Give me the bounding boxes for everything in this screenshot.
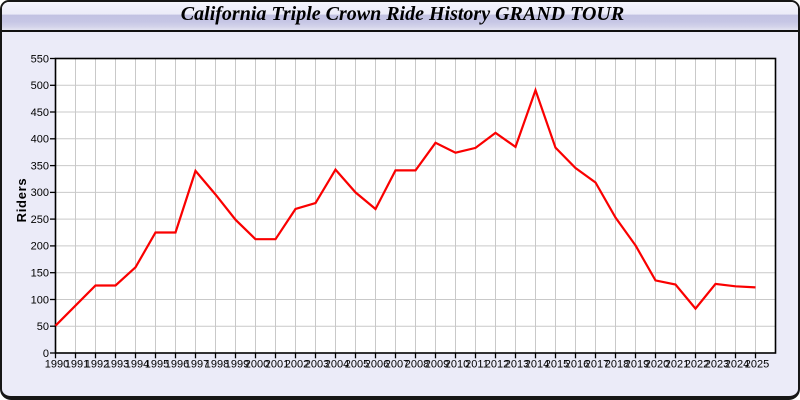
- svg-text:2015: 2015: [545, 359, 569, 371]
- svg-text:2013: 2013: [505, 359, 529, 371]
- svg-text:2002: 2002: [285, 359, 309, 371]
- svg-text:2014: 2014: [525, 359, 549, 371]
- svg-text:2012: 2012: [485, 359, 509, 371]
- svg-text:400: 400: [31, 134, 49, 146]
- svg-text:2023: 2023: [705, 359, 729, 371]
- svg-text:2025: 2025: [745, 359, 769, 371]
- svg-text:2021: 2021: [665, 359, 689, 371]
- svg-text:2010: 2010: [445, 359, 469, 371]
- svg-text:Riders: Riders: [14, 178, 29, 223]
- svg-text:1990: 1990: [45, 359, 69, 371]
- svg-text:1996: 1996: [165, 359, 189, 371]
- svg-text:0: 0: [43, 348, 49, 360]
- svg-text:1994: 1994: [125, 359, 149, 371]
- svg-text:150: 150: [31, 268, 49, 280]
- svg-text:250: 250: [31, 214, 49, 226]
- svg-text:1999: 1999: [225, 359, 249, 371]
- svg-text:350: 350: [31, 160, 49, 172]
- svg-text:1998: 1998: [205, 359, 229, 371]
- svg-text:1995: 1995: [145, 359, 169, 371]
- svg-text:2000: 2000: [245, 359, 269, 371]
- svg-text:2008: 2008: [405, 359, 429, 371]
- svg-text:1993: 1993: [105, 359, 129, 371]
- svg-text:200: 200: [31, 241, 49, 253]
- svg-text:2016: 2016: [565, 359, 589, 371]
- svg-text:2009: 2009: [425, 359, 449, 371]
- svg-text:300: 300: [31, 187, 49, 199]
- svg-text:2019: 2019: [625, 359, 649, 371]
- svg-text:2017: 2017: [585, 359, 609, 371]
- svg-text:1992: 1992: [85, 359, 109, 371]
- svg-text:1997: 1997: [185, 359, 209, 371]
- svg-text:2004: 2004: [325, 359, 349, 371]
- svg-text:50: 50: [37, 321, 49, 333]
- svg-text:450: 450: [31, 107, 49, 119]
- svg-text:2001: 2001: [265, 359, 289, 371]
- svg-text:550: 550: [31, 53, 49, 65]
- svg-text:2022: 2022: [685, 359, 709, 371]
- svg-text:1991: 1991: [65, 359, 89, 371]
- svg-text:2005: 2005: [345, 359, 369, 371]
- svg-text:2018: 2018: [605, 359, 629, 371]
- svg-text:2003: 2003: [305, 359, 329, 371]
- svg-text:2024: 2024: [725, 359, 749, 371]
- svg-text:2011: 2011: [465, 359, 489, 371]
- svg-text:100: 100: [31, 294, 49, 306]
- svg-text:2006: 2006: [365, 359, 389, 371]
- svg-text:500: 500: [31, 80, 49, 92]
- svg-text:2020: 2020: [645, 359, 669, 371]
- svg-text:2007: 2007: [385, 359, 409, 371]
